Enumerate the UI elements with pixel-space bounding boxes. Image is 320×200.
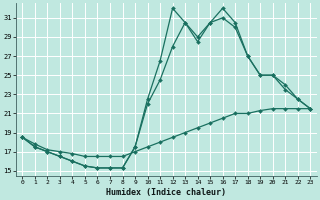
X-axis label: Humidex (Indice chaleur): Humidex (Indice chaleur) [106,188,226,197]
